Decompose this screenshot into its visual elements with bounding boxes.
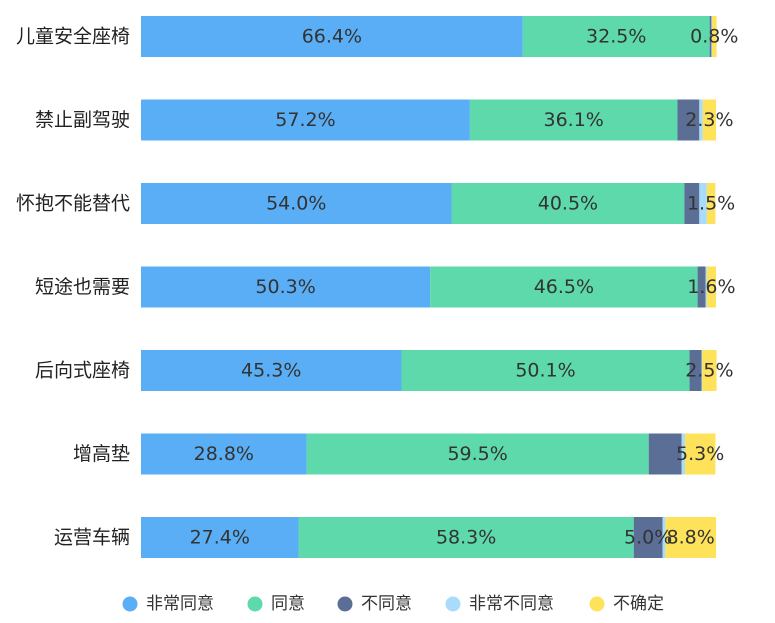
bar-segment	[689, 350, 702, 391]
legend-label: 不同意	[361, 594, 412, 614]
legend-marker	[337, 596, 353, 612]
bar-segment	[681, 433, 685, 475]
bar-segment	[701, 350, 703, 391]
data-label: 57.2%	[275, 109, 335, 131]
data-label: 1.5%	[687, 193, 735, 215]
bar-segment	[705, 266, 707, 308]
bar-segment	[711, 16, 712, 57]
bar-segment	[709, 16, 712, 57]
bar-segment	[430, 266, 698, 308]
legend-marker	[122, 596, 138, 612]
data-label: 27.4%	[190, 527, 250, 549]
bar-segment	[141, 350, 402, 391]
data-label: 58.3%	[436, 527, 496, 549]
bar-segment	[141, 266, 431, 308]
category-label: 怀抱不能替代	[16, 193, 130, 215]
bar-segment	[665, 517, 716, 558]
bar-segment	[141, 99, 470, 141]
data-label: 28.8%	[194, 443, 254, 465]
data-label: 8.8%	[667, 527, 715, 549]
category-label: 后向式座椅	[35, 360, 130, 382]
bar-segment	[697, 266, 706, 308]
legend: 非常同意 同意 不同意 非常不同意 不确定	[122, 594, 664, 614]
data-label: 2.5%	[685, 360, 733, 382]
category-label: 短途也需要	[35, 276, 130, 298]
data-label: 50.3%	[255, 276, 315, 298]
bar-segment	[702, 99, 716, 141]
data-label: 46.5%	[534, 276, 594, 298]
legend-item: 不确定	[589, 594, 664, 614]
legend-label: 非常不同意	[469, 594, 554, 614]
bar-segment	[699, 99, 703, 141]
category-label: 增高垫	[73, 443, 130, 465]
bar-segment	[706, 266, 716, 308]
legend-item: 非常同意	[122, 594, 214, 614]
data-label: 45.3%	[241, 360, 301, 382]
bar-segment	[706, 183, 716, 224]
category-label: 运营车辆	[54, 527, 130, 549]
legend-label: 不确定	[613, 594, 664, 614]
category-label: 儿童安全座椅	[16, 26, 130, 48]
bar-segment	[684, 183, 700, 224]
data-label: 5.3%	[676, 443, 724, 465]
bar-segment	[451, 183, 685, 224]
data-label: 36.1%	[544, 109, 604, 131]
bar-segment	[711, 16, 717, 57]
data-label: 5.0%	[624, 527, 672, 549]
bar-segment	[702, 350, 717, 391]
bar-segment	[469, 99, 678, 141]
bar-segment	[684, 433, 716, 475]
legend-label: 非常同意	[146, 594, 214, 614]
legend-marker	[445, 596, 461, 612]
legend-label: 同意	[271, 594, 305, 614]
bar-segment	[401, 350, 690, 391]
bar-segment	[522, 16, 710, 57]
data-label: 40.5%	[538, 193, 598, 215]
data-labels: 66.4% 32.5% 0.8% 57.2% 36.1% 2.3% 54.0% 40.5% 1.…	[190, 26, 739, 549]
bar-segment	[141, 433, 307, 475]
data-label: 59.5%	[447, 443, 507, 465]
bar-segment	[298, 517, 634, 558]
data-label: 50.1%	[515, 360, 575, 382]
data-label: 32.5%	[586, 26, 646, 48]
legend-item: 同意	[247, 594, 305, 614]
bar-segment	[306, 433, 649, 475]
data-label: 0.8%	[690, 26, 738, 48]
legend-marker	[247, 596, 263, 612]
bar-segment	[677, 99, 700, 141]
bar-segments	[141, 16, 717, 558]
bar-segment	[662, 517, 666, 558]
data-label: 1.6%	[687, 276, 735, 298]
bar-segment	[648, 433, 682, 475]
bar-segment	[141, 517, 299, 558]
bar-segment	[633, 517, 663, 558]
bar-segment	[141, 16, 523, 57]
data-label: 66.4%	[302, 26, 362, 48]
legend-marker	[589, 596, 605, 612]
category-label: 禁止副驾驶	[35, 109, 130, 131]
data-label: 2.3%	[685, 109, 733, 131]
legend-item: 非常不同意	[445, 594, 554, 614]
bar-segment	[141, 183, 452, 224]
legend-item: 不同意	[337, 594, 412, 614]
bar-segment	[699, 183, 707, 224]
data-label: 54.0%	[266, 193, 326, 215]
